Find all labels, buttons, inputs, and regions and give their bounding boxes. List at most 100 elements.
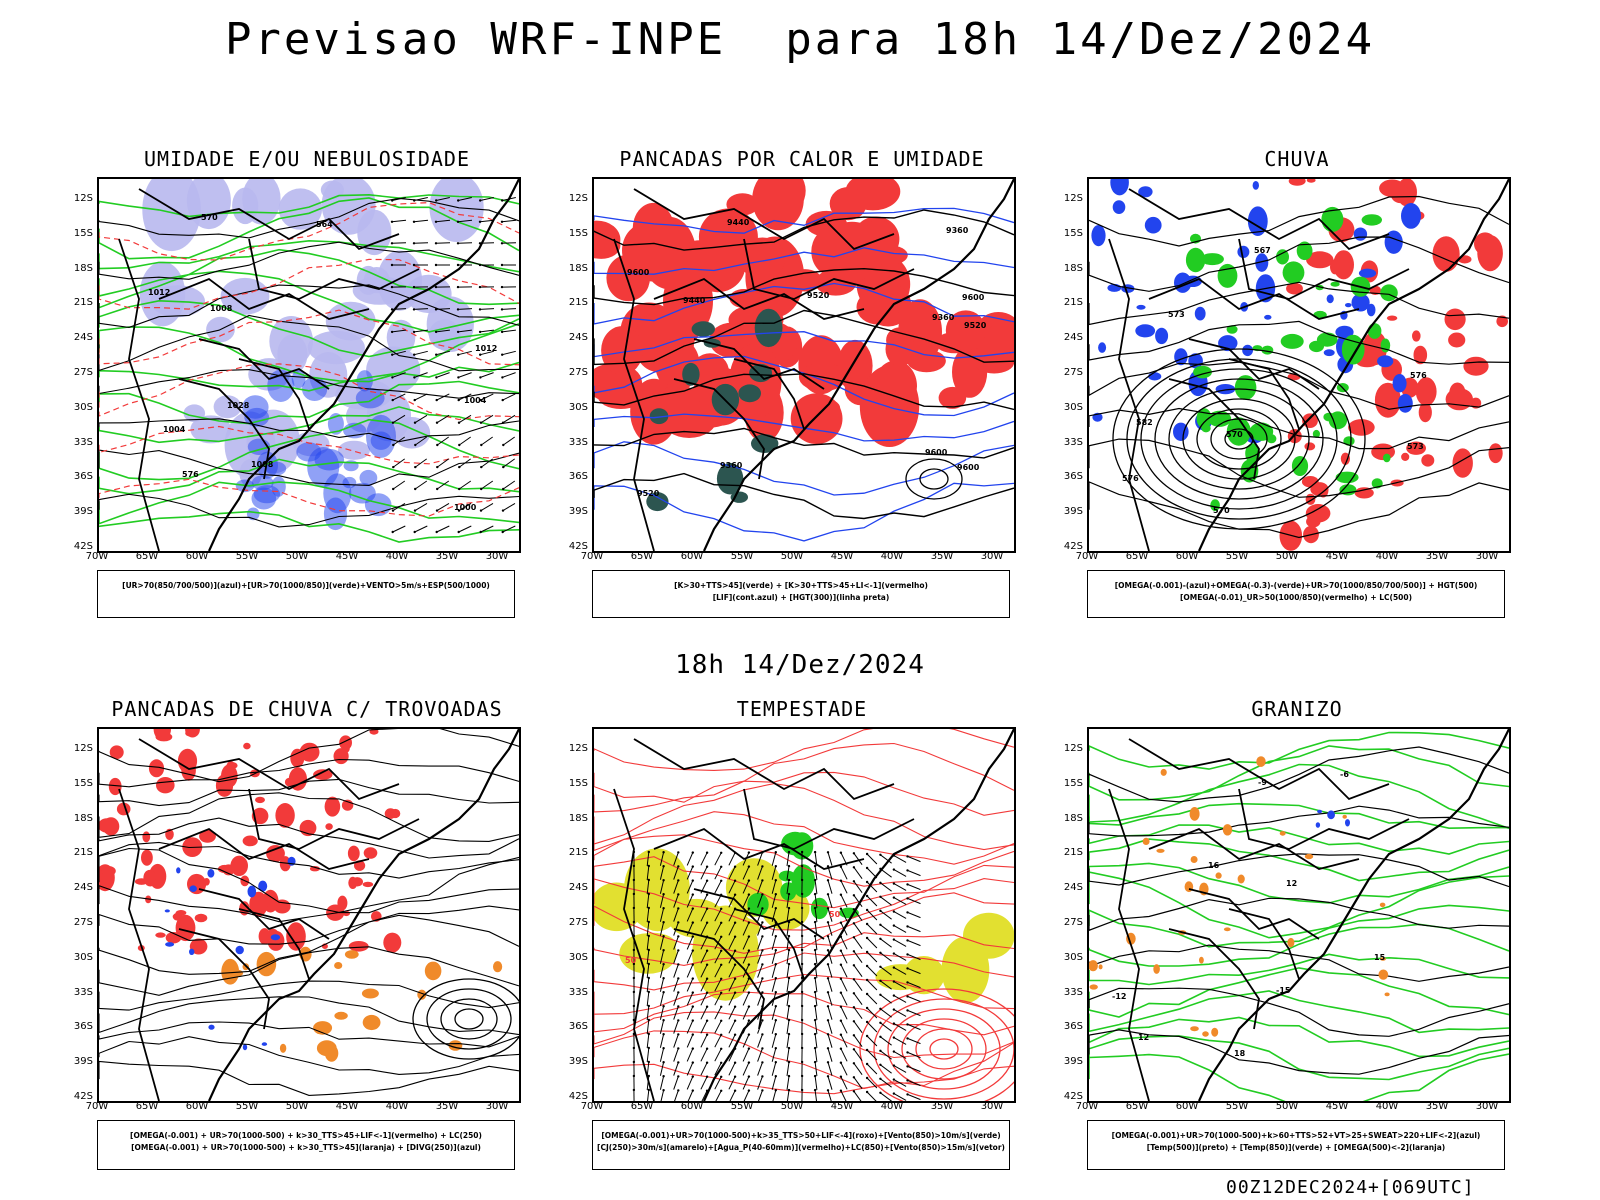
wind-vector-head xyxy=(906,1009,909,1012)
wind-vector xyxy=(502,414,516,424)
divg-blue-cell xyxy=(176,867,181,874)
wind-vector-head xyxy=(632,878,636,882)
wind-vector-head xyxy=(413,509,417,512)
wind-vector-head xyxy=(632,948,636,952)
omega-blue-cell xyxy=(1255,253,1269,272)
wind-vector xyxy=(771,964,777,978)
wind-vector-head xyxy=(761,907,764,910)
wind-vector xyxy=(714,866,722,880)
wind-vector xyxy=(673,978,679,992)
wind-vector xyxy=(714,922,722,936)
divg-blue-cell xyxy=(165,942,175,947)
wind-vector-head xyxy=(720,977,723,980)
wind-vector-head xyxy=(826,907,830,910)
wind-vector-head xyxy=(662,963,665,966)
wind-vector xyxy=(907,855,921,863)
contour-label: 1012 xyxy=(148,288,170,297)
wind-vector-head xyxy=(826,1061,830,1064)
thunder-red-cell xyxy=(177,748,198,773)
wind-vector xyxy=(893,1079,907,1087)
wind-vector-head xyxy=(480,465,483,469)
thunder-red-cell xyxy=(266,845,285,862)
wind-vector-head xyxy=(500,330,504,334)
wind-vector xyxy=(673,1062,679,1076)
map-plot: -6 -9 12 -12 -15 18 15 16 12 xyxy=(1087,727,1511,1103)
wind-vector-head xyxy=(906,897,909,900)
wind-vector xyxy=(659,852,665,866)
omega-blue-cell xyxy=(1392,374,1407,393)
lon-tick-label: 60W xyxy=(1175,1101,1199,1112)
wind-vector-head xyxy=(774,977,777,980)
wind-vector xyxy=(742,978,750,992)
humidity-low-level-contour-line xyxy=(99,193,519,218)
omega-green-cell xyxy=(1226,325,1238,334)
wind-vector xyxy=(659,978,665,992)
lc850-vortex xyxy=(859,988,1014,1101)
wind-vector xyxy=(502,329,516,333)
wind-vector xyxy=(866,1035,878,1047)
wind-vector xyxy=(728,978,736,992)
wind-vector xyxy=(414,480,428,490)
lon-tick-label: 50W xyxy=(285,551,309,562)
wind-vector-head xyxy=(705,921,709,924)
wind-vector xyxy=(866,895,878,907)
omega-ur-red-cell xyxy=(1304,442,1316,451)
wind-vector xyxy=(458,372,472,378)
lat-tick-label: 18S xyxy=(73,262,93,274)
lif-contour-line xyxy=(594,207,1014,234)
wind-vector-head xyxy=(800,1004,804,1008)
wind-vector xyxy=(907,869,921,877)
wind-vector-head xyxy=(839,1033,843,1036)
omega-green-cell xyxy=(1282,261,1305,284)
wind-vector-head xyxy=(720,851,723,854)
wind-vector-head xyxy=(647,976,650,980)
wind-vector-head xyxy=(677,963,680,966)
wind-vector xyxy=(771,1062,777,1076)
wind-vector-head xyxy=(892,1022,896,1025)
wind-vector-head xyxy=(662,921,665,924)
wind-vector-head xyxy=(747,921,751,924)
wind-vector xyxy=(458,414,472,424)
wind-vector-head xyxy=(761,1089,764,1092)
omega500-orange-cell xyxy=(1379,902,1386,908)
omega-green-cell xyxy=(1200,253,1224,266)
lat-tick-label: 42S xyxy=(73,541,93,552)
wind-vector-head xyxy=(677,949,680,952)
panel-title: UMIDADE E/OU NEBULOSIDADE xyxy=(143,147,471,171)
humidity-low-level-contour-line xyxy=(99,481,519,525)
lat-tick-label: 18S xyxy=(1063,262,1083,274)
contour-label: -6 xyxy=(1340,770,1349,779)
wind-vector xyxy=(714,978,722,992)
wind-vector xyxy=(436,480,450,490)
wind-vector-head xyxy=(852,1062,856,1065)
panel-legend: [UR>70(850/700/500)](azul)+[UR>70(1000/8… xyxy=(97,570,515,618)
wind-vector xyxy=(728,1006,736,1020)
wind-vector-head xyxy=(865,992,869,996)
contour-label: 9360 xyxy=(720,461,743,470)
wind-vector-head xyxy=(852,950,856,953)
wind-vector xyxy=(393,436,405,446)
lon-tick-label: 40W xyxy=(1375,1101,1399,1112)
wind-vector-head xyxy=(720,949,723,952)
wind-vector-head xyxy=(412,220,416,223)
thunder-red-cell xyxy=(109,745,124,760)
wind-vector-head xyxy=(733,977,737,980)
wind-vector-head xyxy=(390,242,394,245)
wind-vector-head xyxy=(747,865,751,868)
wind-vector-head xyxy=(813,850,817,854)
temp500-contour xyxy=(1089,746,1509,1075)
wind-vector xyxy=(907,1079,921,1087)
contour-label: 570 xyxy=(1226,430,1243,439)
thickness-red-contour-line xyxy=(99,478,519,517)
lat-tick-label: 12S xyxy=(73,743,93,754)
wind-vector xyxy=(772,1090,777,1101)
wind-vector-head xyxy=(691,921,694,924)
wind-vector xyxy=(673,908,679,922)
lon-tick-label: 40W xyxy=(385,551,409,562)
lat-tick-label: 24S xyxy=(1063,882,1083,894)
wind-vector-head xyxy=(747,851,751,854)
wind-vector xyxy=(840,1020,848,1034)
wind-vector xyxy=(700,922,708,936)
lat-tick-label: 15S xyxy=(1063,777,1083,789)
wind-vector-head xyxy=(632,1004,636,1008)
